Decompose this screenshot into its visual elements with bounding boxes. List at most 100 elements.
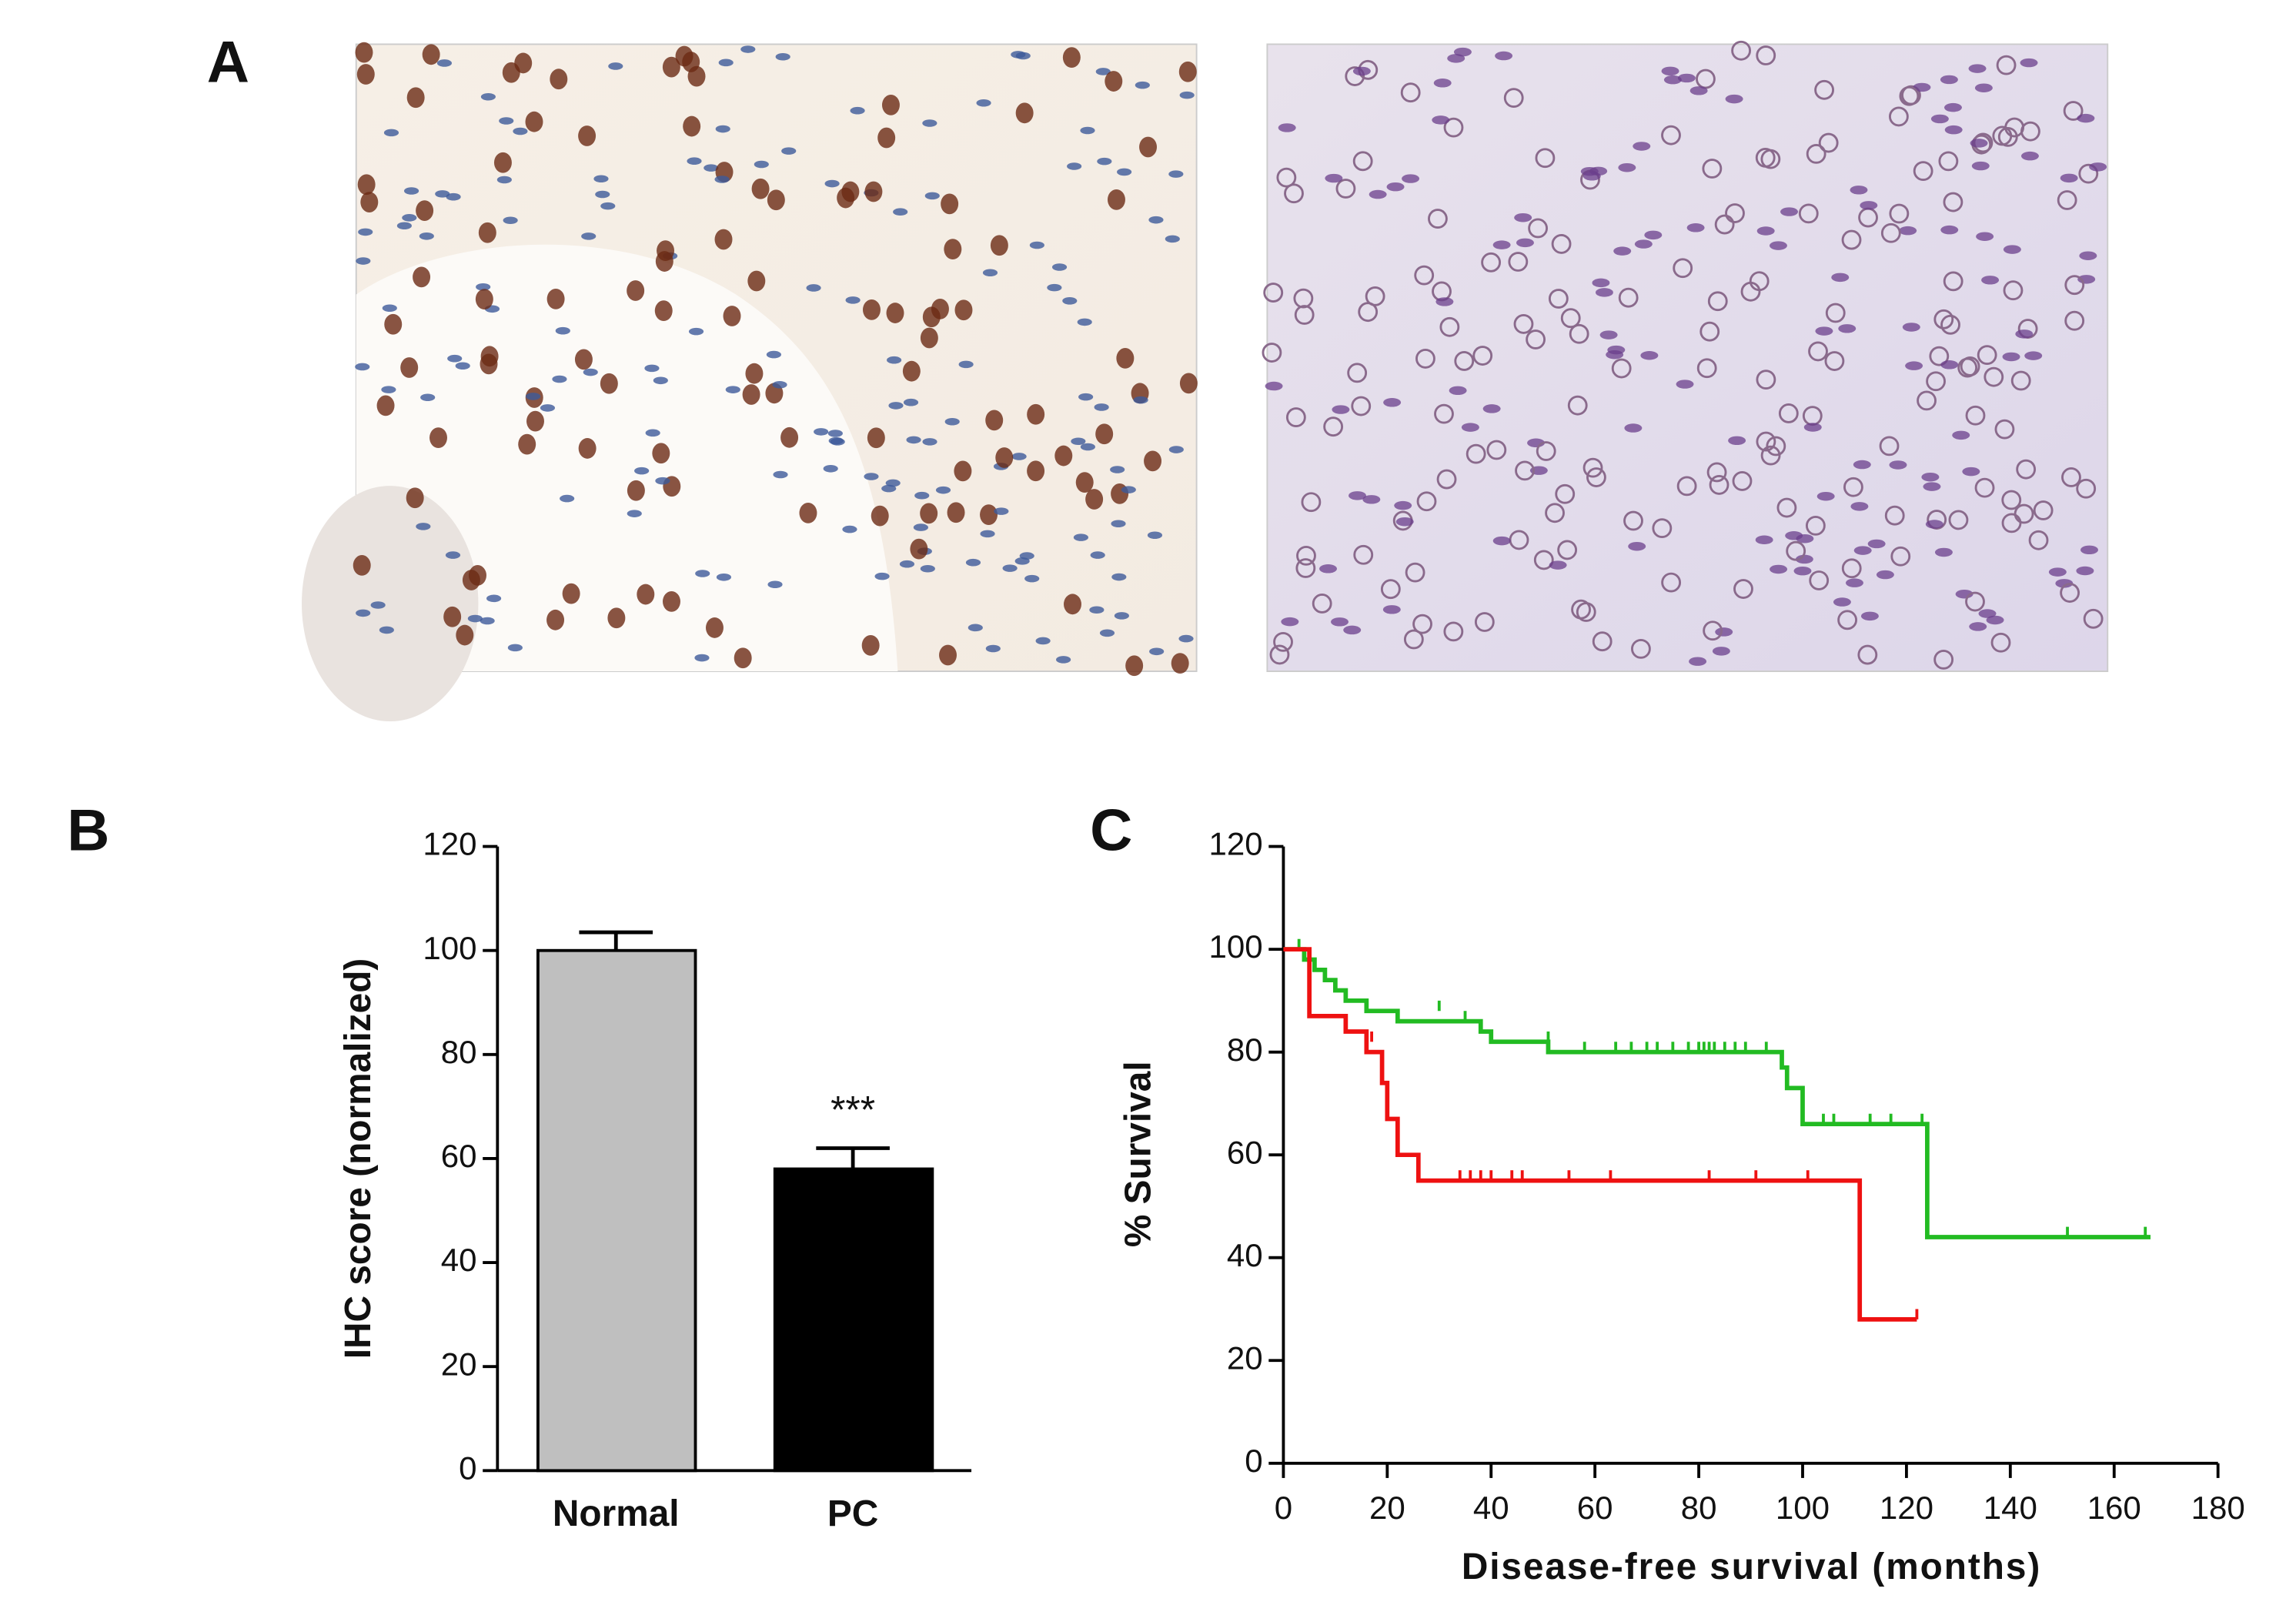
cell [845, 296, 861, 304]
cell [1755, 535, 1773, 544]
cell [422, 44, 440, 65]
cell [1965, 405, 1986, 426]
cell [954, 299, 973, 321]
cell [968, 624, 983, 632]
cell [1923, 482, 1941, 491]
cell [574, 349, 593, 370]
cell [1837, 610, 1858, 630]
cell [1351, 396, 1372, 416]
cell [2015, 329, 2034, 339]
cell [1011, 51, 1026, 59]
cell [867, 427, 885, 449]
cell [1165, 235, 1180, 243]
cell [745, 363, 764, 384]
cell [1943, 271, 1963, 292]
cell [1766, 436, 1786, 457]
cell [456, 624, 474, 646]
cell [578, 125, 597, 146]
cell [1770, 564, 1788, 574]
cell [552, 375, 567, 383]
cell [1978, 609, 1997, 618]
cell [2063, 101, 2084, 121]
x-tick-label: Normal [553, 1493, 680, 1534]
x-tick-label: 180 [2191, 1490, 2245, 1526]
cell [1780, 207, 1798, 216]
cell [2016, 459, 2037, 480]
cell [627, 280, 645, 301]
cell [1278, 123, 1296, 132]
cell [1644, 230, 1663, 240]
cell [1652, 518, 1673, 539]
cell [376, 395, 395, 416]
cell [1631, 638, 1651, 659]
cell [824, 179, 840, 188]
cell [583, 368, 598, 376]
cell [922, 438, 937, 446]
cell [675, 45, 693, 67]
cell [1696, 69, 1716, 89]
cell [1676, 380, 1694, 389]
cell [1111, 573, 1127, 581]
cell [931, 298, 949, 319]
cell [1661, 66, 1679, 76]
cell [358, 228, 373, 236]
cell [1843, 477, 1863, 497]
x-tick-label: 120 [1880, 1490, 1933, 1526]
cell [1273, 631, 1293, 652]
cell [742, 384, 760, 405]
cell [1110, 466, 1125, 473]
cell [455, 362, 470, 370]
cell [1926, 371, 1946, 392]
cell [1944, 102, 1962, 112]
cell [1595, 288, 1613, 297]
cell [922, 119, 937, 127]
cell [881, 94, 900, 115]
cell [913, 523, 928, 531]
cell [1889, 460, 1907, 470]
cell [714, 176, 730, 183]
cell [1436, 469, 1457, 490]
cell [1899, 226, 1917, 236]
cell [1969, 622, 1987, 631]
x-tick-label: 60 [1577, 1490, 1613, 1526]
y-tick-label: 0 [1245, 1443, 1262, 1479]
cell [2061, 467, 2081, 487]
cell [382, 304, 397, 313]
cell [1002, 564, 1018, 572]
cell [1696, 358, 1717, 379]
y-tick-label: 80 [1227, 1032, 1263, 1068]
cell [1443, 621, 1464, 642]
cell [944, 417, 960, 426]
cell [1027, 403, 1045, 425]
cell [355, 42, 373, 63]
cell [994, 507, 1009, 515]
cell [1062, 47, 1081, 69]
cell [1880, 222, 1901, 243]
cell [1405, 562, 1425, 583]
cell [526, 393, 541, 400]
cell [1686, 223, 1705, 232]
cell [1940, 75, 1958, 85]
cell [381, 386, 396, 393]
cell [704, 164, 719, 172]
cell [715, 125, 730, 133]
cell [1888, 106, 1909, 127]
cell [1447, 54, 1465, 63]
cell [980, 530, 995, 538]
cell [1432, 115, 1450, 125]
cell [887, 356, 902, 364]
cell [1121, 486, 1136, 493]
cell [1080, 443, 1095, 451]
cell [1925, 520, 1943, 529]
cell [353, 555, 371, 576]
cell [1435, 297, 1454, 306]
panel-label: B [67, 798, 109, 863]
cell [1077, 318, 1092, 326]
cell [1536, 441, 1556, 461]
cell [799, 503, 817, 523]
cell [1618, 287, 1639, 308]
cell [1535, 148, 1556, 169]
cell [1135, 81, 1150, 89]
cell [1428, 209, 1448, 229]
